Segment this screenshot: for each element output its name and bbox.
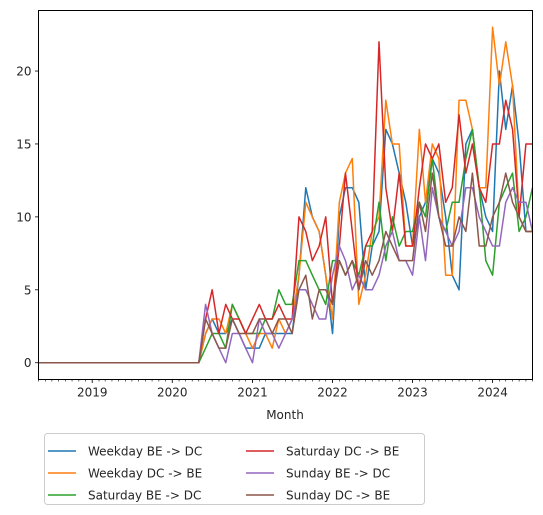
x-axis-label: Month [266,408,304,422]
y-tick-label: 0 [24,356,32,370]
y-tick-label: 15 [16,137,31,151]
legend-label-sunday-be-dc: Sunday BE -> DC [286,467,390,481]
y-axis: 0 5 10 15 20 [16,65,39,370]
x-axis: 2019 2020 2021 2022 2023 2024 [38,379,533,400]
legend-label-weekday-be-dc: Weekday BE -> DC [88,445,202,459]
legend-label-sunday-dc-be: Sunday DC -> BE [286,489,390,503]
legend: Weekday BE -> DC Weekday DC -> BE Saturday… [44,433,425,505]
plot-frame [38,10,533,380]
y-tick-label: 10 [16,210,31,224]
x-tick-label: 2021 [237,386,268,400]
legend-label-weekday-dc-be: Weekday DC -> BE [88,467,202,481]
y-tick-label: 5 [24,283,32,297]
x-tick-label: 2020 [157,386,188,400]
legend-label-saturday-be-dc: Saturday BE -> DC [88,489,201,503]
series-line-sunday-be-dc [38,186,534,364]
series-line-saturday-be-dc [38,128,534,364]
x-tick-label: 2019 [77,386,108,400]
series-layer [38,26,534,364]
legend-frame [44,433,425,505]
y-tick-label: 20 [16,65,31,79]
x-tick-label: 2022 [317,386,348,400]
series-line-weekday-dc-be [38,26,533,364]
series-line-sunday-dc-be [38,172,533,364]
x-tick-label: 2024 [477,386,508,400]
legend-label-saturday-dc-be: Saturday DC -> BE [286,445,399,459]
x-tick-label: 2023 [397,386,428,400]
